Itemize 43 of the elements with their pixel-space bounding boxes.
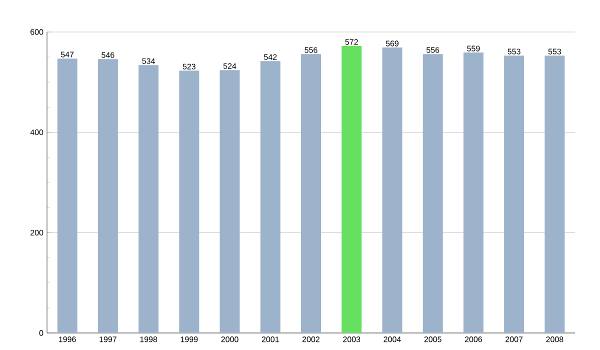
data-label: 542 — [264, 54, 277, 60]
bar — [342, 46, 362, 333]
bar — [422, 54, 443, 333]
data-label: 556 — [304, 47, 318, 53]
x-tick-label: 2006 — [464, 336, 482, 342]
x-tick-label: 2001 — [262, 336, 279, 342]
bar — [179, 70, 200, 333]
data-label: 523 — [182, 64, 196, 70]
bar — [301, 54, 321, 333]
data-label: 553 — [548, 48, 562, 54]
data-label: 569 — [386, 40, 399, 46]
data-label: 547 — [60, 52, 74, 58]
y-tick-label: 200 — [30, 230, 44, 236]
bar — [504, 56, 524, 333]
x-tick-label: 2005 — [424, 336, 442, 342]
data-label: 534 — [142, 58, 155, 64]
x-tick-label: 2003 — [343, 336, 360, 342]
y-tick-label: 0 — [39, 330, 44, 336]
bar — [220, 70, 240, 333]
bar — [138, 65, 159, 333]
x-tick-label: 2007 — [506, 336, 523, 342]
bar — [260, 61, 280, 333]
data-label: 572 — [345, 39, 358, 45]
x-tick-label: 2008 — [546, 336, 564, 342]
data-label: 559 — [467, 46, 480, 52]
x-tick-label: 2000 — [221, 336, 238, 342]
x-tick-label: 1999 — [180, 336, 198, 342]
data-label: 553 — [508, 48, 520, 54]
x-tick-label: 2004 — [384, 336, 401, 342]
bar — [463, 52, 484, 333]
x-tick-label: 1996 — [59, 336, 76, 342]
y-tick-label: 600 — [30, 29, 44, 35]
bar — [98, 59, 118, 333]
x-tick-label: 1997 — [100, 336, 116, 342]
bar — [382, 48, 402, 333]
x-tick-label: 2002 — [302, 336, 320, 342]
y-tick-label: 400 — [30, 129, 44, 136]
bar — [57, 58, 78, 333]
data-label: 546 — [102, 52, 114, 58]
x-tick-label: 1998 — [140, 336, 158, 342]
data-label: 524 — [223, 63, 236, 69]
bar — [544, 56, 565, 333]
data-label: 556 — [426, 47, 440, 53]
